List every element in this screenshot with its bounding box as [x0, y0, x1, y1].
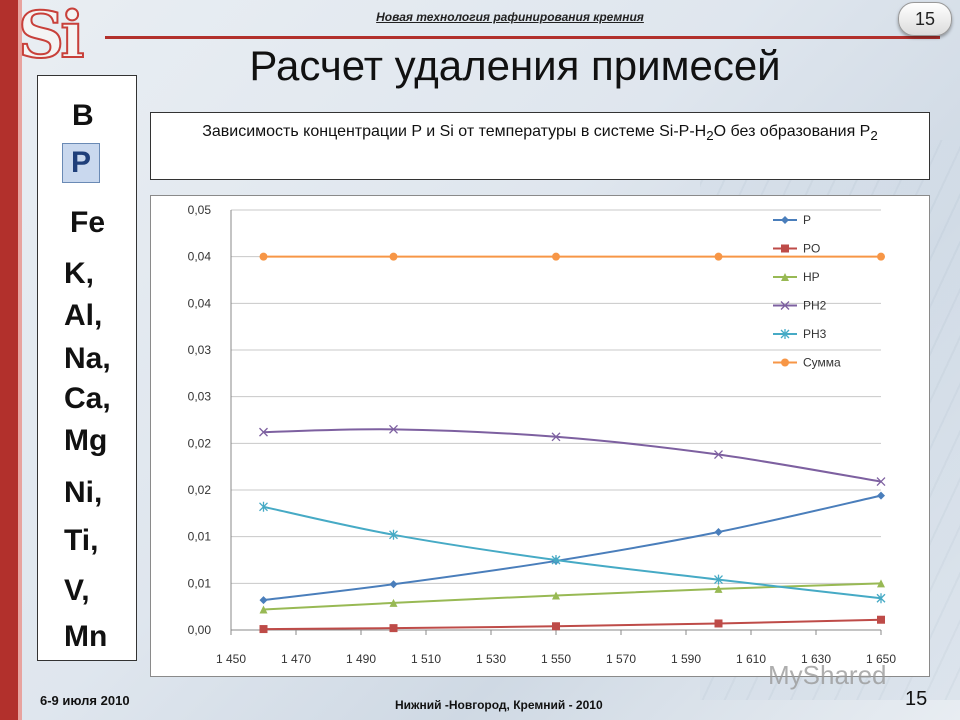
- data-point-ph3: [389, 529, 398, 540]
- data-point-hp: [552, 591, 560, 600]
- data-point-p: [389, 580, 398, 589]
- legend-label-po: PO: [803, 242, 820, 256]
- si-logo: Si: [17, 0, 85, 73]
- y-tick-label: 0,01: [188, 530, 212, 544]
- legend-marker-po: [781, 244, 789, 253]
- data-point-ph2: [259, 427, 268, 437]
- x-tick-label: 1 550: [541, 652, 571, 666]
- legend-marker-ph3: [780, 329, 790, 339]
- data-point-hp: [259, 605, 268, 614]
- element-na: Na,: [64, 342, 111, 375]
- series-line-ph2: [263, 428, 882, 483]
- x-tick-label: 1 610: [736, 652, 766, 666]
- element-fe: Fe: [70, 206, 106, 239]
- slide-title: Расчет удаления примесей: [249, 42, 781, 89]
- x-tick-label: 1 450: [216, 652, 246, 666]
- y-tick-label: 0,02: [188, 483, 212, 497]
- data-point-ph2: [389, 424, 398, 434]
- data-point-hp: [714, 584, 723, 593]
- data-point-ph2: [551, 432, 561, 442]
- legend-label-ph2: PH2: [803, 299, 827, 313]
- data-point-сумма: [259, 252, 268, 261]
- legend-marker-hp: [781, 273, 789, 281]
- y-tick-label: 0,01: [188, 576, 212, 590]
- series-line-ph3: [263, 505, 882, 600]
- y-tick-label: 0,03: [188, 343, 212, 357]
- x-tick-label: 1 590: [671, 652, 701, 666]
- element-mg: Mg: [64, 424, 108, 457]
- y-tick-label: 0,04: [188, 250, 212, 264]
- data-point-p: [259, 596, 268, 605]
- legend-label-сумма: Сумма: [803, 356, 841, 370]
- y-tick-label: 0,02: [188, 436, 212, 450]
- chart-description-box: Зависимость концентрации P и Si от темпе…: [150, 112, 930, 180]
- x-tick-label: 1 470: [281, 652, 311, 666]
- data-point-сумма: [552, 252, 560, 261]
- data-point-hp: [389, 598, 398, 607]
- watermark: MyShared: [768, 660, 887, 690]
- y-tick-label: 0,00: [188, 623, 212, 637]
- element-ti: Ti,: [64, 524, 99, 557]
- legend-marker-ph2: [780, 301, 790, 310]
- data-point-сумма: [714, 252, 723, 261]
- legend-marker-p: [781, 216, 789, 224]
- element-ca: Ca,: [64, 382, 111, 415]
- data-point-po: [259, 625, 268, 634]
- y-tick-label: 0,03: [188, 390, 212, 404]
- data-point-p: [714, 528, 723, 536]
- data-point-hp: [877, 579, 885, 588]
- element-b: B: [72, 99, 94, 132]
- legend-label-p: P: [803, 213, 811, 227]
- description-text-1: Зависимость концентрации P и Si от темпе…: [202, 123, 707, 140]
- description-text-2: O без образования P: [713, 123, 871, 140]
- y-tick-label: 0,05: [188, 203, 212, 217]
- legend-marker-сумма: [781, 358, 789, 367]
- data-point-po: [714, 619, 723, 628]
- legend-label-ph3: PH3: [803, 327, 827, 341]
- line-chart: 0,00 0,01 0,01 0,02 0,02 0,03 0,03 0,04 0,04 0,05…: [188, 203, 897, 666]
- footer-date: 6-9 июля 2010: [40, 693, 130, 708]
- y-tick-label: 0,04: [188, 296, 212, 310]
- data-point-ph3: [551, 555, 561, 565]
- slide-number-badge: 15: [898, 2, 952, 36]
- left-accent-bar: [0, 0, 18, 720]
- x-tick-label: 1 530: [476, 652, 506, 666]
- x-tick-label: 1 510: [411, 652, 441, 666]
- series-line-po: [263, 618, 882, 631]
- left-accent-stripe: [18, 0, 22, 720]
- x-tick-label: 1 650: [866, 652, 896, 666]
- legend-label-hp: HP: [803, 270, 820, 284]
- data-point-ph3: [259, 501, 268, 512]
- element-al: Al,: [64, 299, 103, 332]
- description-sub-1: 2: [706, 128, 714, 144]
- data-point-po: [877, 615, 885, 624]
- x-tick-label: 1 570: [606, 652, 636, 666]
- element-mn: Mn: [64, 620, 108, 653]
- x-tick-label: 1 490: [346, 652, 376, 666]
- data-point-сумма: [877, 252, 885, 261]
- data-point-сумма: [389, 252, 398, 261]
- series-line-p: [263, 494, 882, 602]
- x-tick-label: 1 630: [801, 652, 831, 666]
- footer-location: Нижний -Новгород, Кремний - 2010: [395, 698, 603, 712]
- data-point-p: [877, 491, 885, 500]
- chart-frame: 0,00 0,01 0,01 0,02 0,02 0,03 0,03 0,04 0,04 0,05…: [150, 195, 930, 677]
- description-sub-2: 2: [870, 128, 878, 144]
- element-ni: Ni,: [64, 476, 103, 509]
- data-point-po: [552, 622, 560, 631]
- impurity-elements-panel: B P Fe K, Al, Na, Ca, Mg Ni, Ti, V, Mn: [37, 75, 137, 661]
- element-v: V,: [64, 574, 90, 607]
- element-p-highlighted: P: [62, 143, 101, 183]
- data-point-ph2: [876, 477, 886, 487]
- data-point-po: [389, 624, 398, 633]
- data-point-ph3: [876, 593, 886, 604]
- header-subtitle: Новая технология рафинирования кремния: [376, 10, 644, 24]
- footer-page-number: 15: [905, 688, 928, 710]
- data-point-ph3: [714, 574, 723, 585]
- element-k: K,: [64, 257, 94, 290]
- header-rule: [105, 36, 940, 39]
- data-point-ph2: [714, 450, 723, 459]
